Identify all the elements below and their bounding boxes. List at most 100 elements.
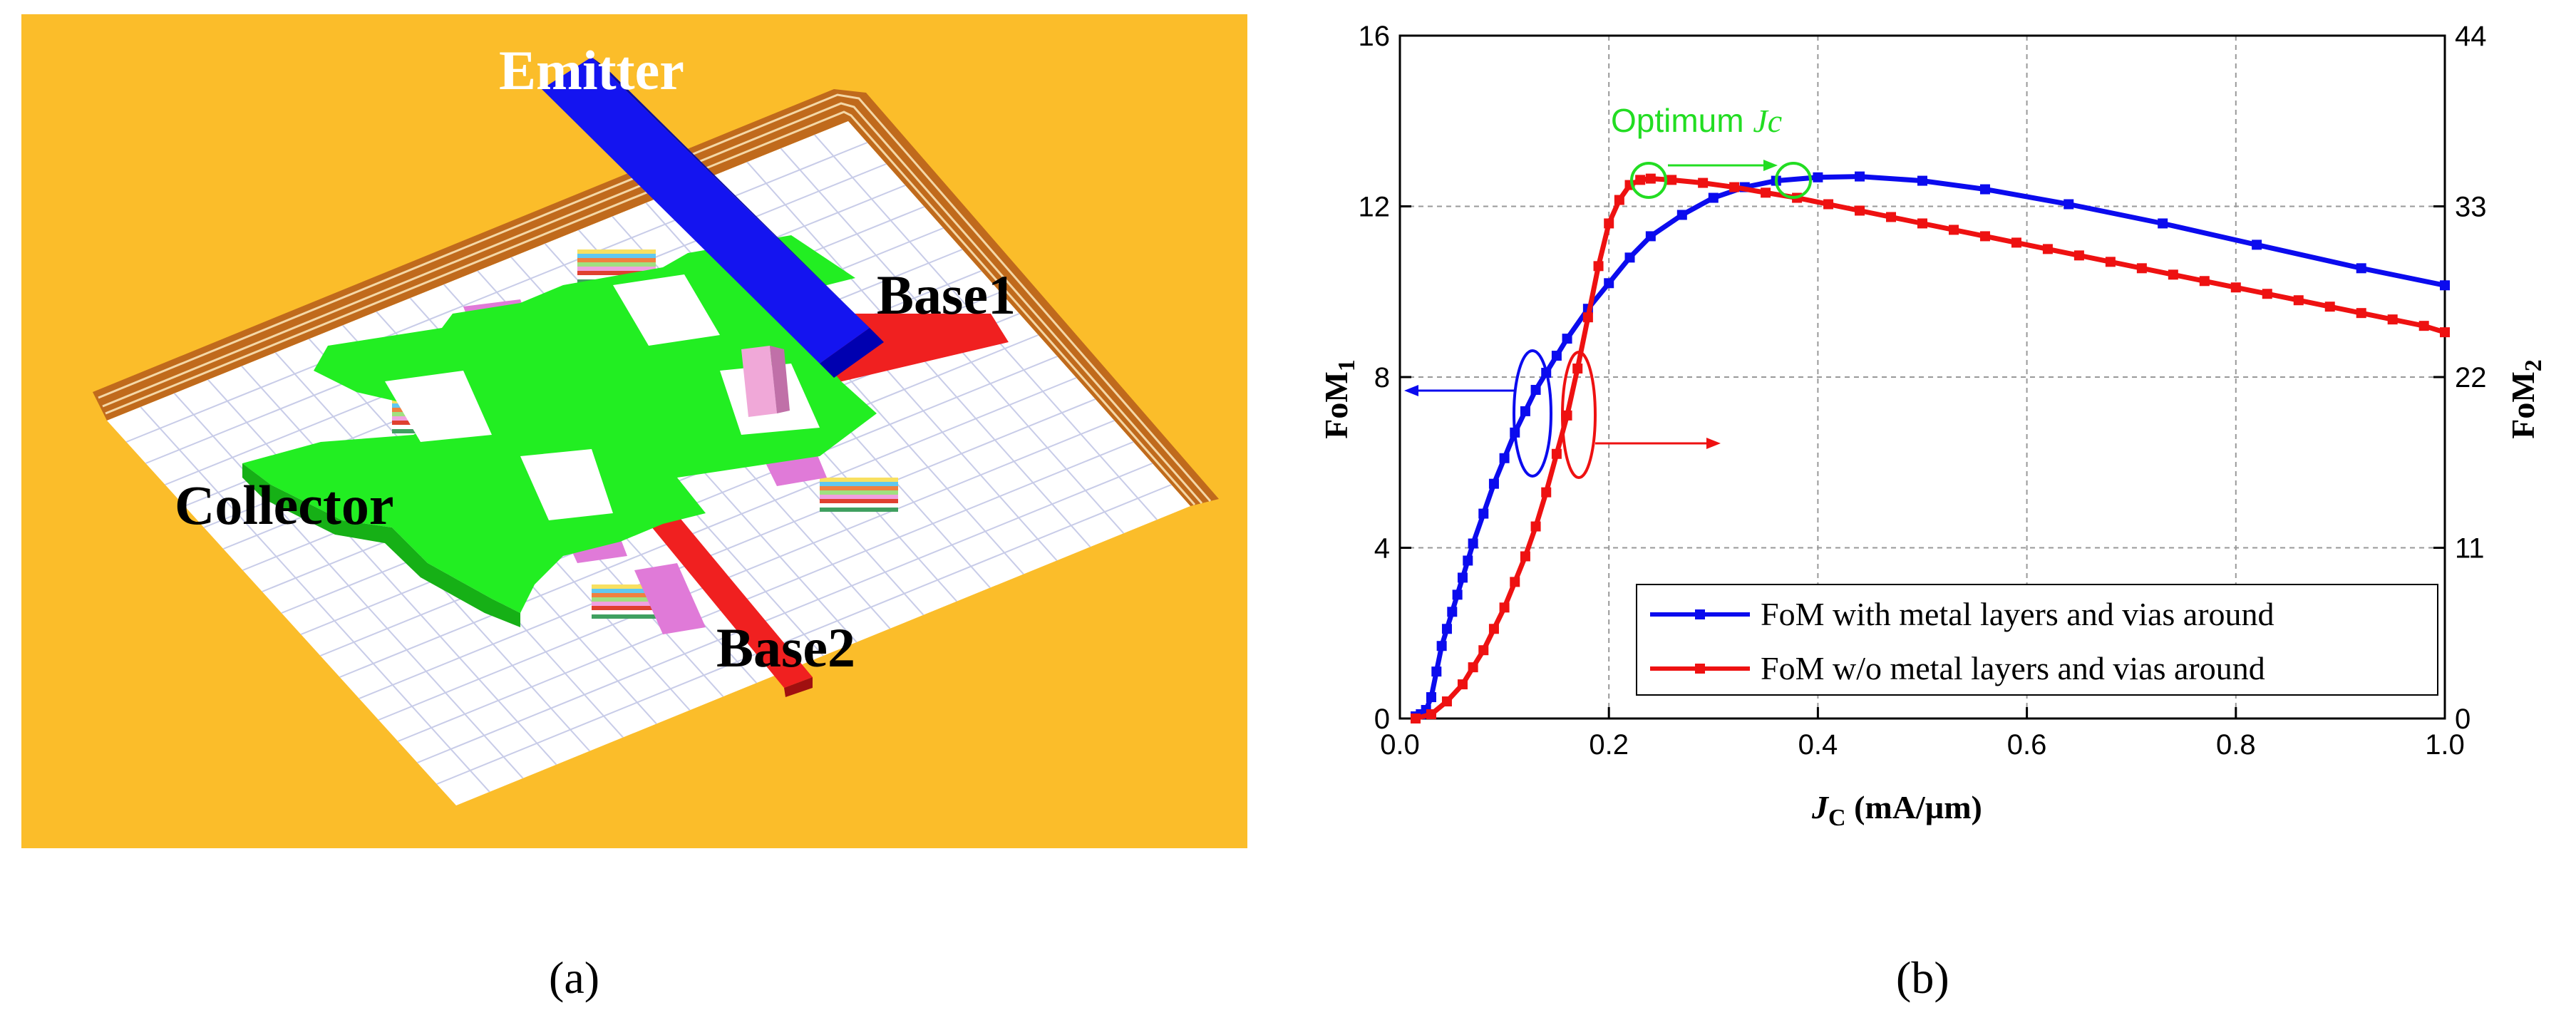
series-point-1 xyxy=(2073,250,2084,261)
series-point-0 xyxy=(1813,172,1823,182)
series-point-0 xyxy=(1520,406,1530,416)
series-point-1 xyxy=(1541,487,1552,498)
y-left-tick-label: 12 xyxy=(1359,192,1391,223)
x-tick-label: 0.8 xyxy=(2216,729,2256,761)
series-point-0 xyxy=(1551,351,1562,361)
red-arrow-head xyxy=(1706,438,1721,449)
series-point-0 xyxy=(2158,218,2168,229)
series-point-1 xyxy=(1478,645,1489,656)
chart-series xyxy=(1410,171,2450,723)
series-point-0 xyxy=(1426,692,1436,703)
optimum-circle-left xyxy=(1630,162,1667,199)
series-point-1 xyxy=(2199,276,2210,287)
metal-layer xyxy=(592,614,670,619)
series-point-1 xyxy=(1593,261,1604,272)
series-point-0 xyxy=(2252,239,2262,250)
series-point-1 xyxy=(2324,302,2335,312)
x-tick-label: 1.0 xyxy=(2425,729,2465,761)
metal-layer xyxy=(820,478,898,482)
series-point-1 xyxy=(1441,696,1452,707)
grid-line xyxy=(359,398,1096,699)
y-right-tick-label: 22 xyxy=(2455,362,2487,393)
series-point-0 xyxy=(1488,478,1499,489)
x-tick-label: 0.2 xyxy=(1589,729,1629,761)
grid-line xyxy=(339,377,1077,678)
red-marker-ellipse xyxy=(1561,351,1597,479)
series-point-1 xyxy=(1917,218,1927,229)
y-left-tick-label: 0 xyxy=(1374,704,1390,735)
series-point-1 xyxy=(1520,551,1530,562)
y-right-tick-label: 0 xyxy=(2455,704,2471,735)
series-point-0 xyxy=(1676,210,1687,220)
series-point-1 xyxy=(1551,448,1562,459)
series-point-1 xyxy=(1562,410,1572,421)
metal-layer xyxy=(820,482,898,486)
series-point-0 xyxy=(1447,607,1458,617)
metal-layer xyxy=(577,267,656,271)
label-base1: Base1 xyxy=(877,264,1016,326)
series-point-0 xyxy=(1530,384,1541,395)
label-base2: Base2 xyxy=(716,617,855,679)
blue-arrow-head xyxy=(1404,385,1418,396)
series-point-0 xyxy=(1499,453,1510,463)
grid-line xyxy=(417,463,1153,763)
series-point-0 xyxy=(2064,199,2074,210)
series-point-0 xyxy=(1478,508,1489,519)
metal-layer xyxy=(592,589,670,593)
metal-layer xyxy=(592,602,670,606)
substrate-rim xyxy=(93,89,1219,506)
series-point-0 xyxy=(1562,334,1572,344)
collector-side-face xyxy=(242,463,520,627)
substrate-rim-stripes xyxy=(98,93,1212,505)
metal-layer xyxy=(820,490,898,495)
metal-layer xyxy=(592,584,670,589)
collector-hole-2 xyxy=(613,274,720,346)
series-point-1 xyxy=(1666,175,1677,185)
base2-bar-side xyxy=(784,677,813,697)
series-point-0 xyxy=(2356,263,2366,274)
x-tick-label: 0.0 xyxy=(1380,729,1420,761)
x-tick-label: 0.4 xyxy=(1798,729,1838,761)
series-point-0 xyxy=(1917,175,1927,186)
y-left-tick-label: 4 xyxy=(1374,533,1390,565)
metal-layer xyxy=(577,271,656,275)
y-left-tick-label: 8 xyxy=(1374,362,1390,393)
series-point-0 xyxy=(1604,278,1614,289)
optimum-circle-right xyxy=(1775,162,1812,199)
collector-top-face xyxy=(242,235,877,613)
panel-a-device-layout: Emitter Base1 Collector Base2 xyxy=(21,14,1247,848)
series-point-1 xyxy=(2042,244,2053,254)
series-point-1 xyxy=(1510,577,1520,587)
y-left-tick-label: 16 xyxy=(1359,21,1391,52)
series-point-1 xyxy=(1614,195,1624,205)
series-point-1 xyxy=(1410,714,1421,723)
series-point-0 xyxy=(1457,572,1468,583)
series-point-1 xyxy=(2168,269,2178,280)
series-point-1 xyxy=(2105,257,2116,267)
series-point-1 xyxy=(2262,289,2272,299)
legend-label-red: FoM w/o metal layers and vias around xyxy=(1761,650,2265,686)
series-point-1 xyxy=(1886,212,1897,222)
series-point-1 xyxy=(1823,199,1834,210)
series-point-1 xyxy=(1582,312,1593,323)
series-point-1 xyxy=(1426,709,1436,720)
caption-b: (b) xyxy=(1896,952,1949,1003)
grid-line xyxy=(378,420,1115,721)
series-point-1 xyxy=(1979,231,1990,242)
legend-marker-blue xyxy=(1695,609,1705,619)
series-point-0 xyxy=(1463,555,1473,566)
series-point-1 xyxy=(1948,225,1959,235)
series-point-0 xyxy=(1431,666,1442,677)
annotations: Optimum Jc xyxy=(1404,102,1812,479)
metal-layer xyxy=(820,508,898,512)
collector-hole-3 xyxy=(520,449,613,520)
collector-hole-1 xyxy=(385,371,492,442)
metal-layer xyxy=(592,610,670,614)
metal-layer xyxy=(820,486,898,490)
x-tick-label: 0.6 xyxy=(2007,729,2047,761)
optimum-arrow-head xyxy=(1763,160,1778,171)
series-point-1 xyxy=(2387,314,2398,325)
legend-box xyxy=(1636,584,2438,696)
